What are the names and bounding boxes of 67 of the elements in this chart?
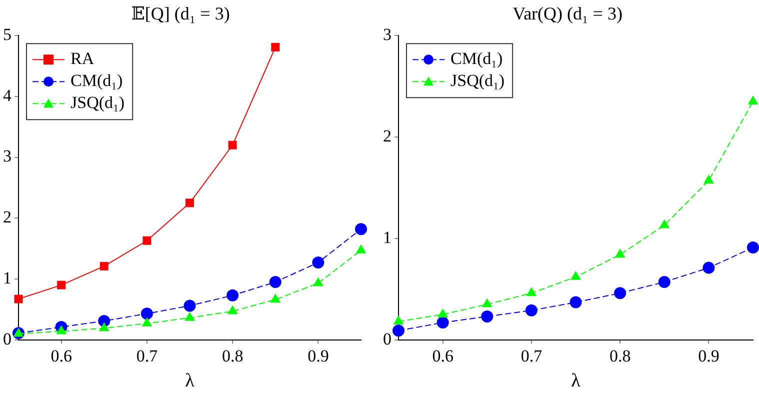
x-tick-label: 0.6 <box>50 346 72 366</box>
x-tick-label: 0.6 <box>432 346 454 366</box>
x-tick-label: 0.8 <box>609 346 631 366</box>
point <box>13 328 24 337</box>
point <box>355 223 367 236</box>
chart-title: Var(Q) (d₁ = 3) <box>512 4 622 24</box>
point <box>438 308 448 318</box>
point <box>184 300 196 312</box>
point <box>392 324 404 337</box>
legend-label: JSQ(d₁) <box>70 93 125 112</box>
point <box>614 287 626 300</box>
point <box>312 256 324 269</box>
point <box>142 236 152 245</box>
y-tick-label: 5 <box>3 25 12 44</box>
point <box>703 174 714 184</box>
legend-label: JSQ(d₁) <box>450 71 505 90</box>
x-tick-label: 0.7 <box>520 346 543 366</box>
point <box>570 270 581 280</box>
point <box>747 242 759 254</box>
y-tick-label: 1 <box>3 268 12 288</box>
point <box>570 296 582 308</box>
point <box>100 262 108 270</box>
point <box>56 325 67 334</box>
y-tick-label: 0 <box>3 329 12 348</box>
point <box>228 140 237 150</box>
point <box>184 312 195 321</box>
legend-label: CM(d₁) <box>70 71 123 90</box>
x-axis-title: λ <box>185 370 196 392</box>
point <box>356 244 366 254</box>
x-tick-label: 0.9 <box>698 346 720 366</box>
point <box>526 287 537 296</box>
point <box>140 308 153 320</box>
point <box>482 298 492 308</box>
x-tick-label: 0.8 <box>222 346 244 366</box>
y-tick-label: 0 <box>383 329 392 348</box>
point <box>271 42 280 52</box>
point <box>142 317 152 326</box>
y-tick-label: 2 <box>383 126 392 146</box>
point <box>226 289 239 302</box>
point <box>525 304 538 316</box>
point <box>658 276 670 288</box>
point <box>614 248 626 258</box>
y-tick-label: 3 <box>3 146 12 166</box>
point <box>227 305 238 314</box>
point <box>186 198 194 208</box>
y-tick-label: 2 <box>3 208 12 227</box>
legend-label: CM(d₁) <box>450 49 503 68</box>
point <box>14 294 23 304</box>
legend-label: RA <box>70 49 95 68</box>
point <box>393 316 404 325</box>
chart-title: 𝔼[Q] (d₁ = 3) <box>131 4 230 24</box>
point <box>481 310 494 322</box>
y-tick-label: 1 <box>383 228 392 247</box>
point <box>436 316 449 329</box>
point <box>312 277 324 286</box>
point <box>98 322 110 332</box>
point <box>57 280 66 290</box>
point <box>702 262 715 274</box>
x-tick-label: 0.9 <box>308 346 329 366</box>
point <box>748 96 758 105</box>
x-tick-label: 0.7 <box>136 346 158 366</box>
y-tick-label: 4 <box>3 86 12 105</box>
y-tick-label: 3 <box>383 25 392 44</box>
x-axis-title: λ <box>571 370 582 392</box>
point <box>269 276 282 288</box>
point <box>270 294 281 303</box>
point <box>659 219 670 228</box>
